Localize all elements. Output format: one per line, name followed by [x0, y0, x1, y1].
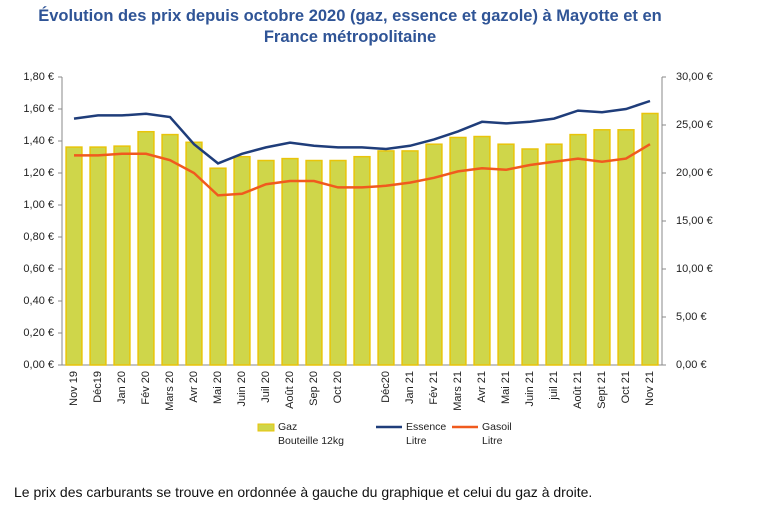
y2-tick-label: 20,00 €	[676, 167, 713, 179]
x-tick-label: Juin 20	[236, 371, 248, 406]
x-tick-label: Juin 21	[524, 371, 536, 406]
y-tick-label: 0,80 €	[23, 231, 54, 243]
x-tick-label: Déc19	[92, 371, 104, 403]
x-tick-label: Oct 20	[332, 371, 344, 403]
y2-tick-label: 10,00 €	[676, 263, 713, 275]
x-tick-label: Fév 20	[140, 371, 152, 405]
y2-tick-label: 5,00 €	[676, 311, 707, 323]
bar	[401, 150, 419, 366]
line	[74, 143, 651, 197]
x-tick-label: juil 21	[548, 371, 560, 401]
bar	[449, 136, 467, 366]
x-tick-label: Avr 20	[188, 371, 200, 403]
y-tick-label: 0,60 €	[23, 263, 54, 275]
bar	[65, 146, 83, 366]
bar	[473, 135, 491, 366]
bar	[257, 159, 275, 366]
bar	[305, 159, 323, 366]
x-tick-label: Mai 20	[212, 371, 224, 404]
legend-swatch	[257, 423, 275, 432]
x-tick-label: Sep 20	[308, 371, 320, 406]
y-tick-label: 0,20 €	[23, 327, 54, 339]
y-tick-label: 1,00 €	[23, 199, 54, 211]
legend-label: Gaz Bouteille 12kg	[278, 421, 344, 447]
y-tick-label: 0,40 €	[23, 295, 54, 307]
x-tick-label: Fév 21	[428, 371, 440, 405]
bar	[113, 145, 131, 366]
bar	[521, 148, 539, 366]
bar	[209, 167, 227, 366]
x-tick-label: Août 21	[572, 371, 584, 409]
bar	[233, 155, 251, 366]
note: Le prix des carburants se trouve en ordo…	[14, 484, 593, 500]
x-tick-label: Déc20	[380, 371, 392, 403]
x-tick-label: Nov 21	[644, 371, 656, 406]
bar	[161, 133, 179, 366]
x-tick-label: Mai 21	[500, 371, 512, 404]
bar	[641, 112, 659, 366]
bar	[281, 157, 299, 366]
x-tick-label: Avr 21	[476, 371, 488, 403]
bar	[545, 143, 563, 366]
x-tick-label: Mars 20	[164, 371, 176, 411]
y-tick-label: 1,60 €	[23, 103, 54, 115]
x-tick-label: Sept 21	[596, 371, 608, 409]
y-tick-label: 1,80 €	[23, 71, 54, 83]
bar	[353, 155, 371, 366]
bar	[497, 143, 515, 366]
bar	[89, 146, 107, 366]
y2-tick-label: 25,00 €	[676, 119, 713, 131]
y2-tick-label: 30,00 €	[676, 71, 713, 83]
x-tick-label: Jan 21	[404, 371, 416, 404]
bar	[185, 141, 203, 366]
line	[73, 99, 651, 165]
x-tick-label: Août 20	[284, 371, 296, 409]
legend-label: Gasoil Litre	[482, 421, 512, 447]
y-tick-label: 1,20 €	[23, 167, 54, 179]
y-tick-label: 0,00 €	[23, 359, 54, 371]
legend-label: Essence Litre	[406, 421, 447, 447]
x-tick-label: Mars 21	[452, 371, 464, 411]
y-tick-label: 1,40 €	[23, 135, 54, 147]
x-tick-label: Oct 21	[620, 371, 632, 403]
bar	[329, 159, 347, 366]
x-tick-label: Juil 20	[260, 371, 272, 403]
x-tick-label: Jan 20	[116, 371, 128, 404]
y2-tick-label: 15,00 €	[676, 215, 713, 227]
bar	[137, 130, 155, 366]
bar	[617, 129, 635, 366]
bar	[377, 150, 395, 366]
bar	[425, 143, 443, 366]
x-tick-label: Nov 19	[68, 371, 80, 406]
chart-title: Évolution des prix depuis octobre 2020 (…	[38, 7, 662, 46]
bar	[593, 129, 611, 366]
bar	[569, 133, 587, 366]
y2-tick-label: 0,00 €	[676, 359, 707, 371]
